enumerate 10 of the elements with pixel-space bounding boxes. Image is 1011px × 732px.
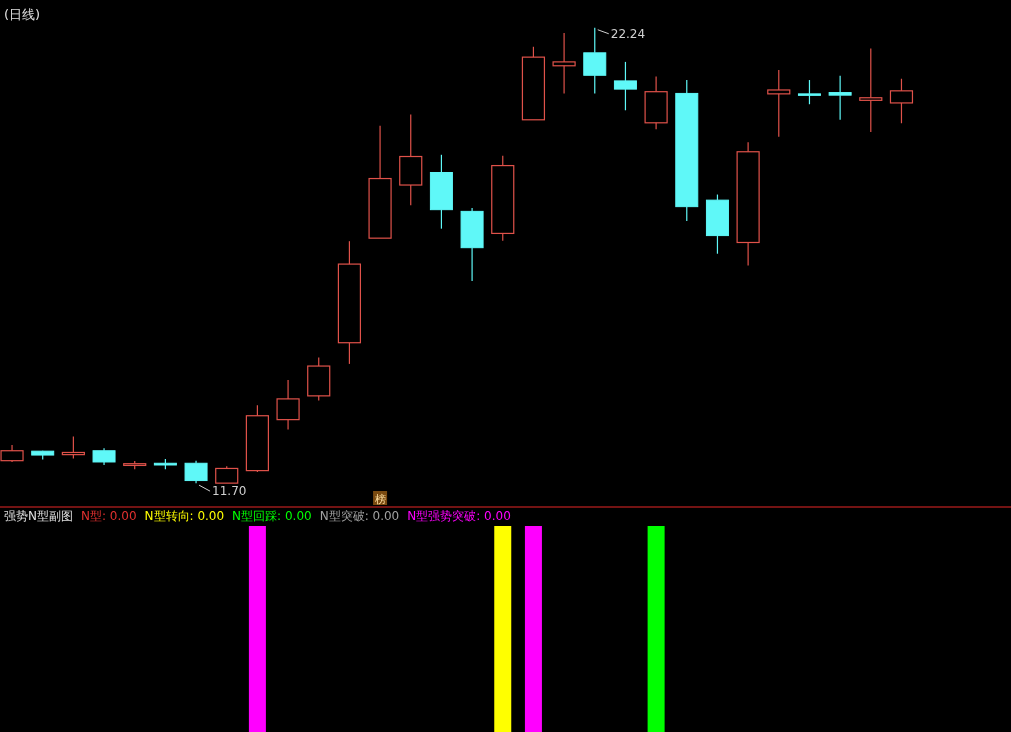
chart-title: 强势N型副图	[4, 509, 73, 523]
legend-label: N型: 0.00	[80, 509, 137, 523]
text: N型回踩: 0.00	[232, 509, 312, 523]
text: 榜	[374, 493, 386, 506]
chart-title: (日线)	[4, 7, 41, 22]
series-label: N型强势突破: 0.00	[407, 509, 511, 523]
legend-label: N型突破: 0.00	[319, 509, 400, 523]
text: N型转向: 0.00	[144, 509, 225, 523]
text: 11.70	[212, 484, 247, 499]
annotation: 22.24	[610, 26, 646, 41]
